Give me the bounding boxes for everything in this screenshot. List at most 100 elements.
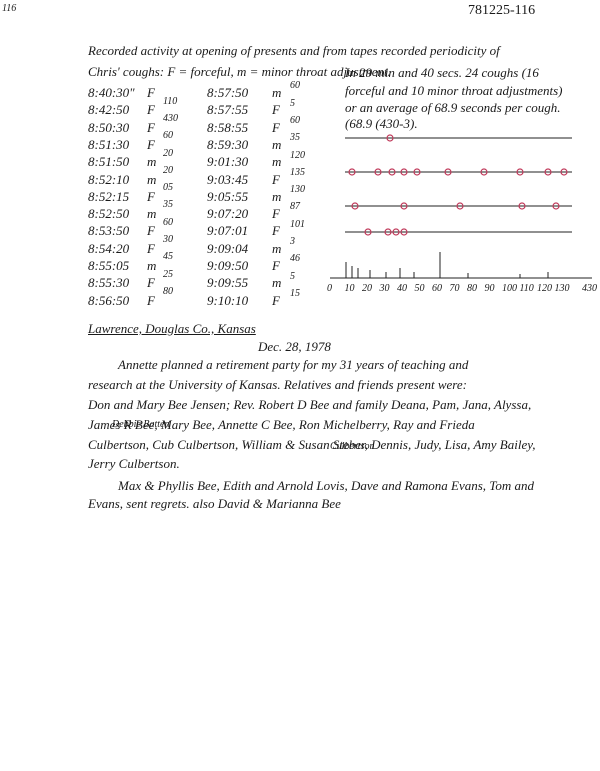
interval: 80 — [163, 285, 173, 297]
cough-type: F — [272, 102, 280, 118]
axis-label: 70 — [449, 283, 460, 294]
time: 8:53:50 — [88, 223, 130, 239]
time: 9:07:20 — [207, 206, 249, 222]
intro-line: Chris' coughs: F = forceful, m = minor t… — [88, 64, 391, 79]
entry-line: Culbertson, Cub Culbertson, William & Su… — [88, 437, 536, 452]
cough-type: m — [272, 188, 282, 204]
reference: 781225-116 — [468, 3, 536, 18]
cough-type: m — [147, 258, 157, 273]
cough-type: F — [147, 240, 155, 256]
cough-type: F — [147, 275, 155, 291]
cough-type: F — [272, 171, 280, 187]
axis-label: 110 — [519, 283, 534, 294]
summary-line: In 29 min and 40 secs. 24 coughs (16 — [345, 65, 539, 80]
cough-type: F — [147, 292, 155, 308]
time: 9:01:30 — [207, 154, 249, 170]
summary-line: forceful and 10 minor throat adjustments… — [345, 83, 563, 98]
cough-type: F — [272, 119, 280, 135]
time: 9:10:10 — [207, 292, 249, 308]
time: 9:03:45 — [207, 171, 249, 187]
cough-type: F — [147, 85, 155, 100]
summary-line: or an average of 68.9 seconds per cough. — [345, 100, 561, 115]
cough-type: m — [272, 240, 282, 256]
axis-label: 90 — [484, 283, 495, 294]
axis-label: 50 — [414, 283, 425, 294]
entry-line: Annette planned a retirement party for m… — [118, 357, 469, 372]
place: Lawrence, Douglas Co., Kansas — [88, 321, 256, 336]
time: 8:50:30 — [88, 119, 130, 135]
interval: 135 — [290, 166, 305, 178]
interval: 87 — [290, 201, 300, 213]
time: 9:09:50 — [207, 258, 249, 273]
interval: 110 — [163, 95, 178, 107]
cough-type: F — [272, 223, 280, 239]
time: 8:42:50 — [88, 102, 130, 118]
time: 8:56:50 — [88, 292, 130, 308]
cough-type: F — [147, 119, 155, 135]
cough-type: F — [147, 188, 155, 204]
axis-label: 130 — [554, 283, 570, 294]
axis-label: 0 — [327, 283, 332, 294]
entry-line: James R Bee, Mary Bee, Annette C Bee, Ro… — [88, 417, 475, 432]
axis-label: 120 — [537, 283, 552, 294]
cough-type: F — [272, 292, 280, 308]
time: 9:07:01 — [207, 223, 249, 239]
cough-diagram — [330, 134, 592, 279]
time: 9:09:04 — [207, 240, 249, 256]
interval: 45 — [163, 251, 173, 263]
cough-type: m — [272, 85, 282, 100]
time: 8:52:10 — [88, 171, 130, 187]
intro-line: Recorded activity at opening of presents… — [88, 43, 500, 58]
cough-type: F — [147, 136, 155, 152]
interval: 15 — [290, 287, 300, 299]
time: 8:51:50 — [88, 154, 130, 170]
cough-type: F — [272, 206, 280, 222]
interval: 60 — [290, 114, 300, 126]
interval: 20 — [163, 164, 173, 176]
interval: 30 — [163, 234, 173, 246]
time: 8:57:50 — [207, 85, 249, 100]
cough-type: F — [147, 102, 155, 118]
cough-type: F — [147, 223, 155, 239]
interval: 130 — [290, 184, 305, 196]
axis-label: 60 — [432, 283, 442, 294]
date: Dec. 28, 1978 — [258, 339, 331, 354]
time: 8:57:55 — [207, 102, 249, 118]
axis-label: 30 — [379, 283, 390, 294]
interval: 60 — [163, 130, 173, 142]
summary-line: (68.9 (430-3). — [345, 116, 418, 131]
time: 8:51:30 — [88, 136, 130, 152]
cough-type: m — [147, 171, 157, 187]
time: 8:52:15 — [88, 188, 130, 204]
cough-type: m — [272, 154, 282, 170]
insertion: Debbie Batten — [112, 419, 170, 430]
interval: 5 — [290, 270, 295, 282]
interval: 46 — [290, 253, 300, 265]
time: 8:52:50 — [88, 206, 130, 222]
cough-type: m — [147, 154, 157, 170]
interval: 5 — [290, 97, 295, 109]
cough-type: m — [272, 136, 282, 152]
interval: 35 — [290, 132, 300, 144]
cough-type: m — [272, 275, 282, 291]
time: 8:40:30" — [88, 85, 135, 100]
entry-line: Don and Mary Bee Jensen; Rev. Robert D B… — [88, 397, 532, 412]
cough-type: m — [147, 206, 157, 222]
interval: 60 — [290, 80, 300, 92]
axis-label: 100 — [502, 283, 517, 294]
time: 8:59:30 — [207, 136, 249, 152]
time: 8:58:55 — [207, 119, 249, 135]
time: 9:09:55 — [207, 275, 249, 291]
interval: 20 — [163, 147, 173, 159]
interval: 101 — [290, 218, 305, 230]
axis-label: 40 — [397, 283, 407, 294]
interval: 05 — [163, 182, 173, 194]
time: 8:54:20 — [88, 240, 130, 256]
axis-label: 10 — [344, 283, 355, 294]
page-number: 116 — [2, 3, 17, 14]
entry-line: research at the University of Kansas. Re… — [88, 377, 467, 392]
time: 8:55:30 — [88, 275, 130, 291]
entry-line: Evans, sent regrets. also David & Marian… — [88, 496, 341, 511]
interval: 430 — [163, 112, 178, 124]
